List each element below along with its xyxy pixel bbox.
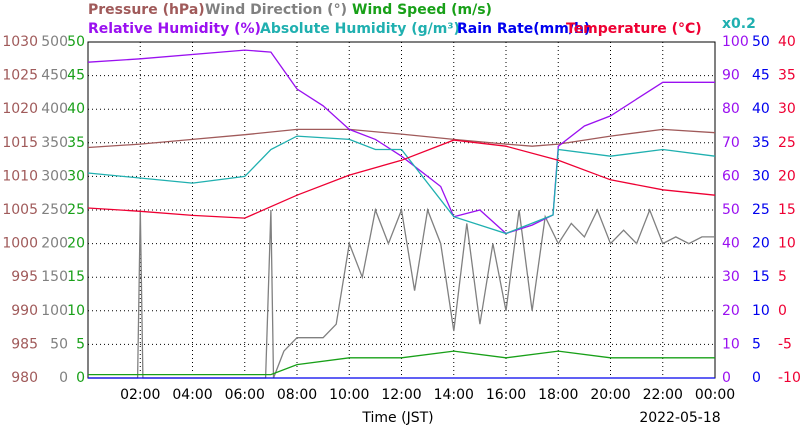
- y-tick-label: 10: [67, 303, 85, 319]
- y-tick-label: 40: [752, 101, 770, 117]
- x-tick-label: 02:00: [120, 387, 160, 403]
- y-tick-label: 5: [778, 269, 787, 285]
- y-tick-label: 985: [11, 336, 38, 352]
- y-tick-label: 35: [752, 135, 770, 151]
- y-tick-label: 5: [76, 336, 85, 352]
- y-tick-label: 0: [778, 303, 787, 319]
- y-tick-label: 10: [778, 236, 796, 252]
- y-tick-label: 500: [41, 34, 68, 50]
- scale-note: x0.2: [722, 16, 756, 32]
- series-line: [87, 139, 716, 219]
- y-tick-label: 35: [778, 68, 796, 84]
- legend-label: Wind Direction (°): [205, 2, 347, 18]
- y-tick-label: 25: [67, 202, 85, 218]
- y-tick-label: 25: [778, 135, 796, 151]
- x-tick-label: 20:00: [590, 387, 630, 403]
- series-line: [88, 350, 715, 376]
- y-tick-label: 15: [778, 202, 796, 218]
- y-tick-label: 1030: [2, 34, 38, 50]
- y-tick-label: 15: [752, 269, 770, 285]
- y-tick-label: 1010: [2, 168, 38, 184]
- x-tick-label: 18:00: [538, 387, 578, 403]
- y-tick-label: 70: [722, 135, 740, 151]
- x-tick-label: 04:00: [172, 387, 212, 403]
- y-tick-label: 20: [778, 168, 796, 184]
- y-tick-label: 90: [722, 68, 740, 84]
- y-tick-label: 0: [752, 370, 761, 386]
- y-tick-label: 250: [41, 202, 68, 218]
- y-tick-label: 50: [67, 34, 85, 50]
- x-tick-label: 22:00: [643, 387, 683, 403]
- y-tick-label: 450: [41, 68, 68, 84]
- y-tick-label: -10: [778, 370, 800, 386]
- y-tick-label: 80: [722, 101, 740, 117]
- y-tick-label: 5: [752, 336, 761, 352]
- y-tick-label: 40: [778, 34, 796, 50]
- y-tick-label: 30: [752, 168, 770, 184]
- y-tick-label: 50: [50, 336, 68, 352]
- y-tick-label: 30: [778, 101, 796, 117]
- legend-label: Rain Rate(mm/h): [457, 21, 590, 37]
- y-tick-label: 150: [41, 269, 68, 285]
- y-tick-label: 40: [67, 101, 85, 117]
- y-tick-label: 30: [67, 168, 85, 184]
- series-line: [88, 207, 715, 379]
- x-axis-label: Time (JST): [361, 410, 433, 426]
- y-tick-label: 20: [67, 236, 85, 252]
- series-line: [87, 135, 716, 235]
- y-tick-label: 45: [752, 68, 770, 84]
- y-tick-label: 990: [11, 303, 38, 319]
- x-tick-label: 00:00: [695, 387, 735, 403]
- x-tick-label: 12:00: [381, 387, 421, 403]
- legend-label: Absolute Humidity (g/m³): [260, 21, 460, 37]
- legend-label: Wind Speed (m/s): [352, 2, 492, 18]
- y-tick-label: 100: [41, 303, 68, 319]
- x-tick-label: 16:00: [486, 387, 526, 403]
- legend-label: Pressure (hPa): [88, 2, 205, 18]
- y-tick-label: 50: [752, 34, 770, 50]
- series-line: [87, 49, 715, 235]
- y-tick-label: 1000: [2, 236, 38, 252]
- y-tick-label: 50: [722, 202, 740, 218]
- y-tick-label: 1015: [2, 135, 38, 151]
- y-tick-label: 10: [752, 303, 770, 319]
- y-tick-label: 980: [11, 370, 38, 386]
- y-tick-label: 60: [722, 168, 740, 184]
- y-tick-label: 400: [41, 101, 68, 117]
- y-tick-label: 100: [722, 34, 749, 50]
- x-tick-label: 10:00: [329, 387, 369, 403]
- y-tick-label: 20: [752, 236, 770, 252]
- y-tick-label: 200: [41, 236, 68, 252]
- y-tick-label: 45: [67, 68, 85, 84]
- x-tick-label: 06:00: [225, 387, 265, 403]
- y-tick-label: 20: [722, 303, 740, 319]
- date-label: 2022-05-18: [639, 410, 720, 426]
- y-tick-label: 15: [67, 269, 85, 285]
- y-tick-label: 40: [722, 236, 740, 252]
- y-tick-label: 10: [722, 336, 740, 352]
- series-line: [87, 128, 716, 149]
- y-tick-label: 0: [722, 370, 731, 386]
- x-tick-label: 08:00: [277, 387, 317, 403]
- y-tick-label: 30: [722, 269, 740, 285]
- y-tick-label: 1005: [2, 202, 38, 218]
- legend-label: Relative Humidity (%): [88, 21, 261, 37]
- y-tick-label: 35: [67, 135, 85, 151]
- y-tick-label: 350: [41, 135, 68, 151]
- y-tick-label: 300: [41, 168, 68, 184]
- legend-label: Temperature (°C): [566, 21, 702, 37]
- x-tick-label: 14:00: [434, 387, 474, 403]
- y-tick-label: 995: [11, 269, 38, 285]
- y-tick-label: -5: [778, 336, 792, 352]
- y-tick-label: 25: [752, 202, 770, 218]
- y-tick-label: 1025: [2, 68, 38, 84]
- y-tick-label: 0: [76, 370, 85, 386]
- y-tick-label: 0: [59, 370, 68, 386]
- y-tick-label: 1020: [2, 101, 38, 117]
